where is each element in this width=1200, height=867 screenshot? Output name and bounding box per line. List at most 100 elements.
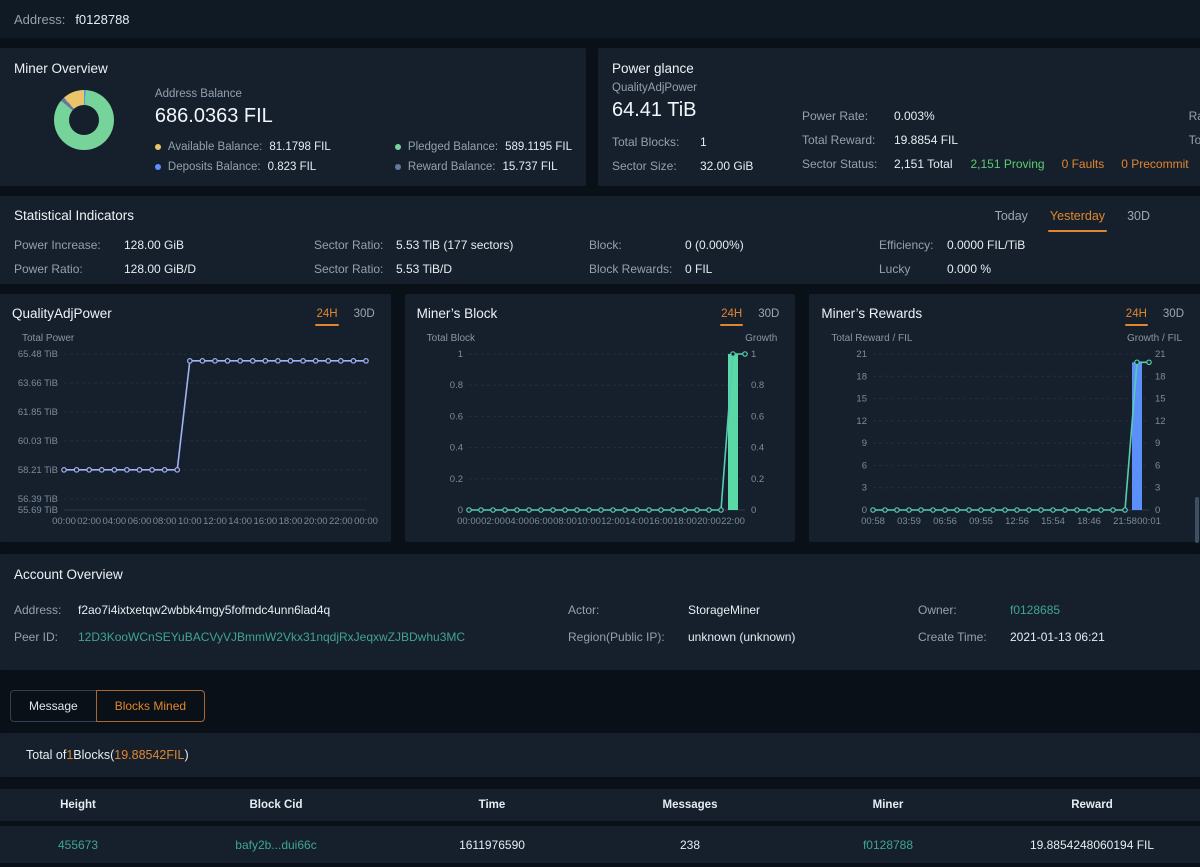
sector-ratio-stat: Sector Ratio: 5.53 TiB (177 sectors) (314, 238, 514, 252)
svg-text:0.4: 0.4 (449, 443, 462, 454)
legend-value: 15.737 FIL (502, 161, 558, 173)
svg-text:63.66 TiB: 63.66 TiB (18, 378, 58, 389)
header-time: Time (478, 799, 506, 811)
address-balance-value: 686.0363 FIL (154, 105, 273, 127)
svg-text:9: 9 (1155, 438, 1160, 449)
svg-text:03:59: 03:59 (897, 516, 921, 527)
svg-text:58.21 TiB: 58.21 TiB (18, 465, 58, 476)
tab-message[interactable]: Message (10, 690, 97, 722)
total-blocks-row: Total Blocks: 1 (612, 135, 707, 149)
svg-text:6: 6 (862, 460, 867, 471)
svg-text:15:54: 15:54 (1041, 516, 1065, 527)
svg-text:00:58: 00:58 (861, 516, 885, 527)
svg-text:20:00: 20:00 (304, 516, 328, 527)
legend-label: Reward Balance: (407, 161, 496, 173)
messages-cell: 238 (679, 837, 701, 852)
actor-row: Actor: StorageMiner (568, 603, 761, 617)
header-miner: Miner (872, 799, 904, 811)
block-cid-link[interactable]: bafy2b...dui66c (235, 837, 317, 852)
tab-today[interactable]: Today (994, 208, 1028, 223)
scrollbar-thumb[interactable] (1195, 497, 1199, 543)
svg-text:18:00: 18:00 (673, 516, 697, 527)
svg-text:0.6: 0.6 (751, 411, 764, 422)
svg-text:16:00: 16:00 (253, 516, 277, 527)
header-reward: Reward (1071, 799, 1113, 811)
svg-text:08:00: 08:00 (553, 516, 577, 527)
efficiency-stat: Efficiency: 0.0000 FIL/TiB (879, 238, 1026, 252)
svg-text:02:00: 02:00 (77, 516, 101, 527)
tab-yesterday[interactable]: Yesterday (1047, 208, 1108, 232)
svg-text:56.39 TiB: 56.39 TiB (18, 494, 58, 505)
total-wincount-row: Total Wincount: 1 (1188, 133, 1200, 147)
owner-row: Owner: f0128685 (918, 603, 1061, 617)
miners-block-chart-panel: Miner’s Block 24H 30D Total Block Growth… (404, 294, 796, 542)
right-axis-title: Growth (745, 333, 778, 344)
balance-donut-chart (54, 90, 115, 150)
legend-bullet-icon (154, 164, 161, 170)
statistical-indicators-panel: Statistical Indicators Today Yesterday 3… (0, 196, 1200, 284)
miner-overview-panel: Miner Overview Address Balance 686.0363 … (0, 48, 586, 186)
svg-text:0.8: 0.8 (751, 380, 764, 391)
svg-text:20:00: 20:00 (697, 516, 721, 527)
svg-text:06:00: 06:00 (529, 516, 553, 527)
proving-count: 2,151 Proving (970, 157, 1045, 171)
svg-text:10:00: 10:00 (178, 516, 202, 527)
peer-id-link[interactable]: 12D3KooWCnSEYuBACVyVJBmmW2Vkx31nqdjRxJeq… (78, 630, 466, 644)
precommit-count: 0 Precommit (1121, 157, 1189, 171)
svg-text:1: 1 (751, 349, 756, 360)
svg-text:1: 1 (457, 349, 462, 360)
svg-text:12:56: 12:56 (1005, 516, 1029, 527)
svg-text:06:56: 06:56 (933, 516, 957, 527)
svg-text:00:00: 00:00 (354, 516, 378, 527)
chart-tab-24h[interactable]: 24H (315, 307, 339, 326)
svg-text:22:00: 22:00 (329, 516, 353, 527)
svg-text:10:00: 10:00 (577, 516, 601, 527)
legend-item-reward: Reward Balance: 15.737 FIL (394, 161, 572, 173)
power-glance-title: Power glance (612, 61, 694, 76)
svg-text:3: 3 (1155, 483, 1160, 494)
svg-text:12: 12 (1155, 416, 1166, 427)
legend-item-pledged: Pledged Balance: 589.1195 FIL (394, 141, 572, 153)
account-address-row: Address: f2ao7i4ixtxetqw2wbbk4mgy5fofmdc… (14, 603, 331, 617)
height-link[interactable]: 455673 (57, 837, 99, 852)
chart-tab-30d[interactable]: 30D (758, 307, 780, 320)
qap-value: 64.41 TiB (612, 99, 697, 121)
region-row: Region(Public IP): unknown (unknown) (568, 630, 796, 644)
svg-text:60.03 TiB: 60.03 TiB (18, 436, 58, 447)
power-rate-row: Power Rate: 0.003% (802, 109, 935, 123)
legend-value: 589.1195 FIL (505, 141, 572, 153)
svg-text:0.6: 0.6 (449, 411, 462, 422)
svg-text:0.2: 0.2 (751, 474, 764, 485)
legend-bullet-icon (154, 144, 161, 150)
chart-tab-24h[interactable]: 24H (1124, 307, 1149, 326)
chart-tab-30d[interactable]: 30D (1162, 307, 1185, 320)
svg-text:0: 0 (1155, 505, 1160, 516)
svg-text:18:00: 18:00 (279, 516, 303, 527)
svg-text:00:00: 00:00 (52, 516, 76, 527)
chart-tab-24h[interactable]: 24H (720, 307, 744, 326)
owner-link[interactable]: f0128685 (1010, 603, 1061, 617)
total-reward-row: Total Reward: 19.8854 FIL (802, 133, 959, 147)
tab-30d[interactable]: 30D (1127, 208, 1150, 223)
svg-text:3: 3 (862, 483, 867, 494)
sector-size-row: Sector Size: 32.00 GiB (612, 159, 754, 173)
svg-text:15: 15 (857, 394, 868, 405)
svg-text:02:00: 02:00 (481, 516, 505, 527)
svg-text:0.2: 0.2 (449, 474, 462, 485)
svg-text:00:01: 00:01 (1137, 516, 1161, 527)
chart-tab-30d[interactable]: 30D (353, 307, 375, 320)
svg-text:21: 21 (857, 349, 868, 360)
block-rewards-stat: Block Rewards: 0 FIL (589, 262, 713, 276)
balance-donut-wrap (14, 76, 155, 173)
svg-text:21:58: 21:58 (1113, 516, 1137, 527)
tab-blocks-mined[interactable]: Blocks Mined (95, 690, 206, 722)
balance-legend: Available Balance: 81.1798 FIL Pledged B… (154, 141, 572, 173)
peer-id-row: Peer ID: 12D3KooWCnSEYuBACVyVJBmmW2Vkx31… (14, 630, 466, 644)
svg-text:14:00: 14:00 (625, 516, 649, 527)
svg-text:18: 18 (1155, 371, 1166, 382)
miner-link[interactable]: f0128788 (862, 837, 914, 852)
qualityadjpower-chart: 65.48 TiB 63.66 TiB 61.85 TiB 60.03 TiB 58.2… (18, 349, 378, 527)
legend-bullet-icon (394, 164, 401, 170)
svg-text:6: 6 (1155, 460, 1160, 471)
